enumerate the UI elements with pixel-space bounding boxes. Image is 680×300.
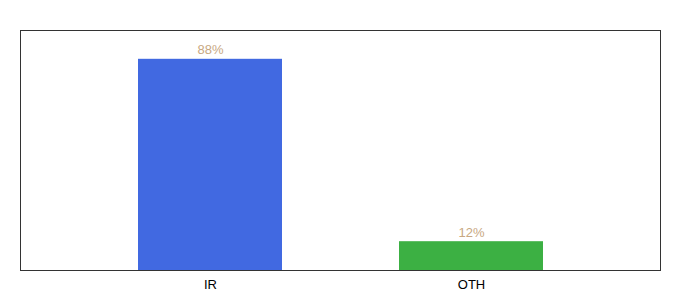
svg-text:88%: 88% xyxy=(197,42,223,57)
svg-text:12%: 12% xyxy=(458,225,484,240)
svg-text:IR: IR xyxy=(204,277,217,292)
svg-text:OTH: OTH xyxy=(458,277,485,292)
